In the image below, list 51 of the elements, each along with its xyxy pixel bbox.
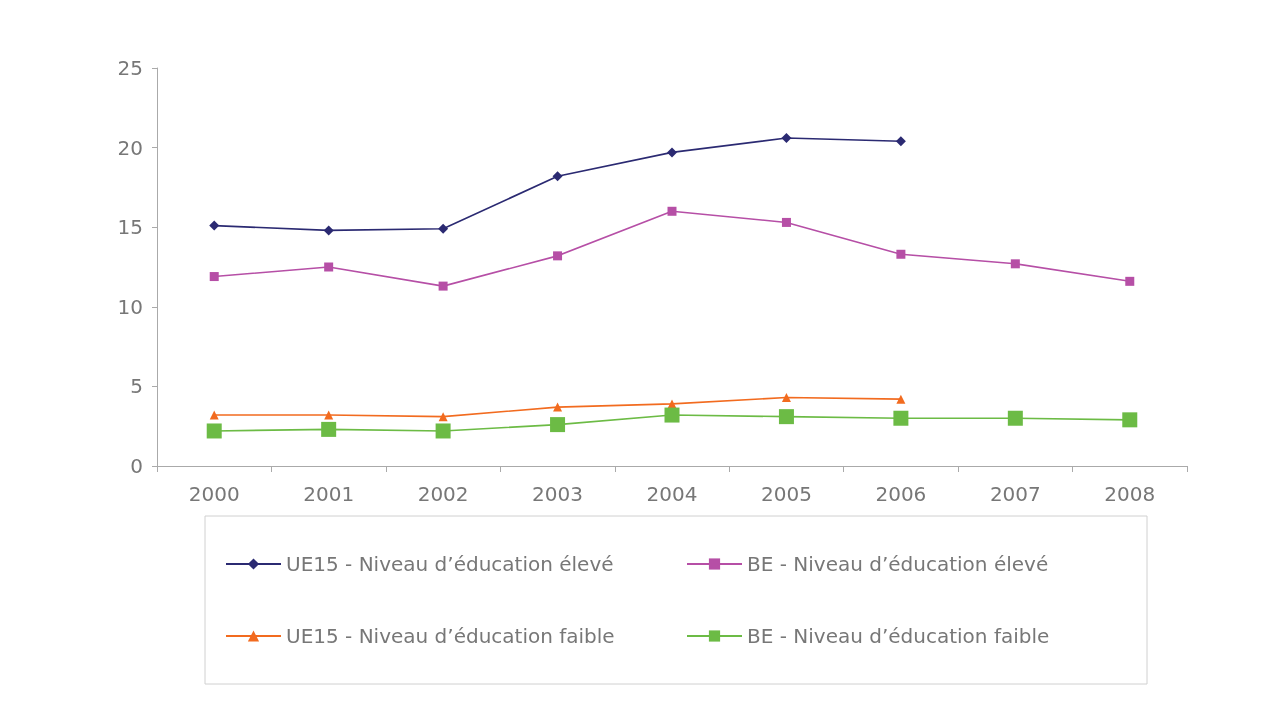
point — [553, 402, 563, 412]
point — [323, 225, 334, 236]
point — [553, 251, 563, 261]
point — [1125, 276, 1135, 286]
point — [324, 410, 334, 420]
point — [209, 220, 220, 231]
x-tick-label: 2005 — [760, 482, 812, 506]
point — [552, 171, 563, 182]
legend-label: BE - Niveau d’éducation faible — [747, 624, 1050, 648]
y-tick-label: 15 — [117, 215, 143, 240]
point — [321, 421, 337, 437]
point — [1122, 412, 1138, 428]
point — [324, 262, 334, 272]
point — [667, 206, 677, 216]
y-tick-label: 25 — [117, 56, 143, 80]
point — [438, 281, 448, 291]
x-tick-label: 2001 — [303, 482, 355, 506]
x-tick-label: 2008 — [1104, 482, 1156, 506]
x-tick-label: 2007 — [989, 482, 1041, 506]
x-tick-label: 2004 — [646, 482, 698, 506]
legend-label: UE15 - Niveau d’éducation faible — [286, 624, 615, 648]
point — [209, 410, 219, 420]
x-tick-label: 2003 — [532, 482, 584, 506]
point — [1007, 410, 1023, 426]
point — [664, 407, 680, 423]
y-tick-label: 5 — [130, 374, 143, 399]
point — [550, 417, 566, 433]
point — [438, 223, 449, 234]
x-tick-label: 2002 — [417, 482, 469, 506]
point — [893, 410, 909, 426]
point — [209, 272, 219, 282]
point — [1010, 259, 1020, 269]
point — [896, 394, 906, 404]
point — [667, 147, 677, 158]
point — [438, 412, 448, 422]
point — [778, 409, 794, 425]
point — [435, 423, 451, 439]
point — [667, 399, 677, 409]
point — [781, 133, 792, 144]
y-tick-label: 20 — [117, 135, 143, 160]
y-tick-label: 10 — [117, 294, 143, 319]
legend-label: UE15 - Niveau d’éducation élevé — [286, 552, 614, 576]
x-tick-label: 2006 — [875, 482, 927, 506]
legend-label: BE - Niveau d’éducation élevé — [747, 552, 1049, 576]
x-tick-label: 2000 — [188, 482, 240, 506]
y-tick-label: 0 — [130, 454, 143, 478]
point — [896, 249, 906, 259]
point — [781, 393, 791, 403]
point — [781, 217, 791, 227]
point — [895, 136, 906, 147]
point — [206, 423, 222, 439]
